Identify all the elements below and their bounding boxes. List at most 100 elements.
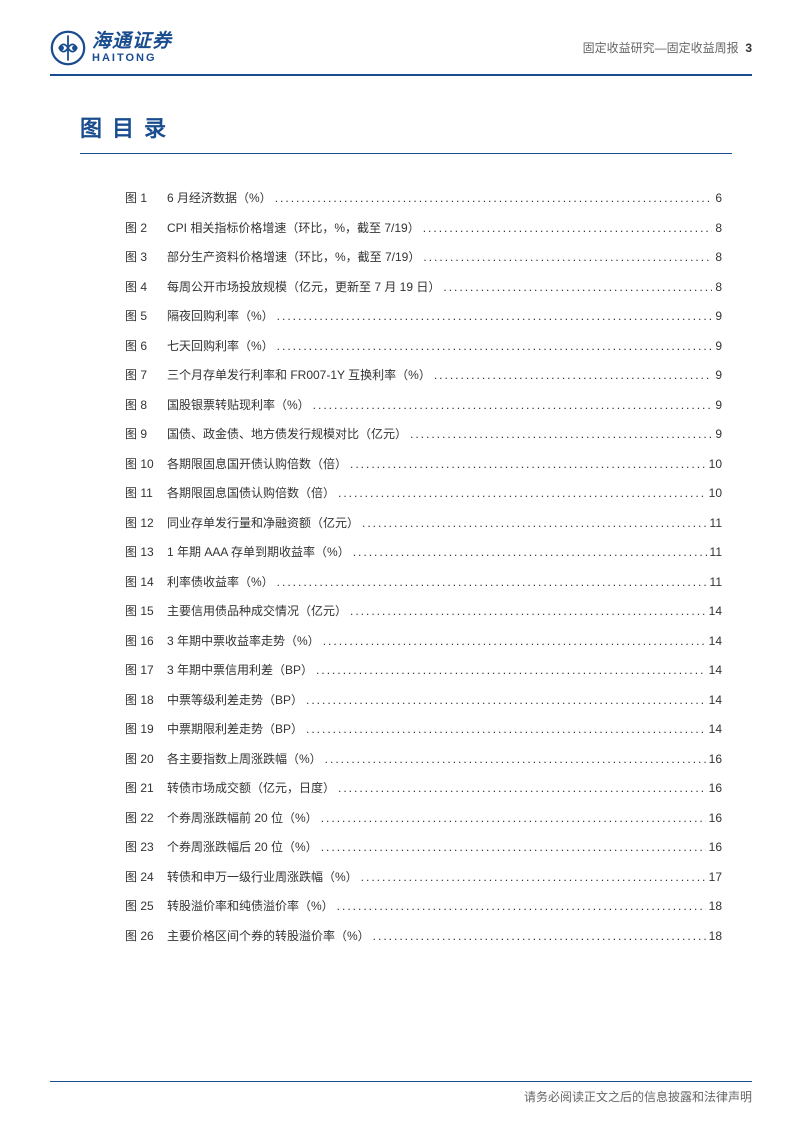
company-logo-icon: [50, 30, 86, 66]
toc-item-page: 11: [707, 516, 722, 530]
toc-item-label: 图 2: [125, 219, 167, 236]
toc-item-page: 10: [706, 457, 722, 471]
logo-text: 海通证券 HAITONG: [92, 32, 172, 65]
toc-item-dots: ........................................…: [303, 722, 706, 736]
toc-item-page: 17: [706, 870, 722, 884]
toc-item-title: 各期限固息国开债认购倍数（倍）: [167, 455, 347, 472]
toc-item: 图 5隔夜回购利率（%）............................…: [125, 307, 722, 324]
toc-item-title: 个券周涨跌幅前 20 位（%）: [167, 809, 318, 826]
toc-item-dots: ........................................…: [318, 840, 706, 854]
toc-item-title: 隔夜回购利率（%）: [167, 307, 274, 324]
toc-item: 图 173 年期中票信用利差（BP）......................…: [125, 661, 722, 678]
toc-item: 图 6七天回购利率（%）............................…: [125, 337, 722, 354]
toc-item: 图 10各期限固息国开债认购倍数（倍）.....................…: [125, 455, 722, 472]
toc-item-dots: ........................................…: [334, 899, 706, 913]
toc-item-label: 图 5: [125, 307, 167, 324]
toc-item-title: 主要信用债品种成交情况（亿元）: [167, 602, 347, 619]
toc-item-dots: ........................................…: [407, 427, 712, 441]
toc-item: 图 2CPI 相关指标价格增速（环比，%，截至 7/19）...........…: [125, 219, 722, 236]
toc-item-label: 图 15: [125, 602, 167, 619]
toc-item-label: 图 13: [125, 543, 167, 560]
page-number: 3: [745, 41, 752, 55]
toc-item-title: 3 年期中票信用利差（BP）: [167, 661, 313, 678]
toc-item: 图 21转债市场成交额（亿元，日度）......................…: [125, 779, 722, 796]
toc-item: 图 4每周公开市场投放规模（亿元，更新至 7 月 19 日）..........…: [125, 278, 722, 295]
toc-item-page: 14: [706, 663, 722, 677]
toc-item-title: CPI 相关指标价格增速（环比，%，截至 7/19）: [167, 219, 420, 236]
page-header: 海通证券 HAITONG 固定收益研究—固定收益周报 3: [50, 30, 752, 76]
toc-item-dots: ........................................…: [310, 398, 713, 412]
toc-item-dots: ........................................…: [322, 752, 706, 766]
toc-item: 图 19中票期限利差走势（BP）........................…: [125, 720, 722, 737]
toc-item-label: 图 25: [125, 897, 167, 914]
toc-item-page: 16: [706, 840, 722, 854]
toc-item-page: 9: [712, 398, 722, 412]
toc-item-dots: ........................................…: [347, 604, 706, 618]
section-title: 图目录: [80, 111, 732, 154]
logo-cn-text: 海通证券: [92, 32, 172, 53]
toc-item-title: 中票期限利差走势（BP）: [167, 720, 303, 737]
toc-item: 图 3部分生产资料价格增速（环比，%，截至 7/19）.............…: [125, 248, 722, 265]
toc-item-title: 转债市场成交额（亿元，日度）: [167, 779, 335, 796]
toc-item-dots: ........................................…: [350, 545, 707, 559]
toc-item-title: 3 年期中票收益率走势（%）: [167, 632, 320, 649]
toc-item-page: 9: [712, 368, 722, 382]
toc-item: 图 15主要信用债品种成交情况（亿元）.....................…: [125, 602, 722, 619]
toc-item-title: 各主要指数上周涨跌幅（%）: [167, 750, 322, 767]
toc-item-title: 6 月经济数据（%）: [167, 189, 272, 206]
toc-item-page: 8: [712, 221, 722, 235]
toc-item-page: 14: [706, 634, 722, 648]
toc-item-dots: ........................................…: [420, 250, 712, 264]
toc-item-page: 16: [706, 752, 722, 766]
toc-item-page: 14: [706, 722, 722, 736]
toc-item-title: 三个月存单发行利率和 FR007-1Y 互换利率（%）: [167, 366, 431, 383]
toc-item-title: 主要价格区间个券的转股溢价率（%）: [167, 927, 370, 944]
toc-item-label: 图 4: [125, 278, 167, 295]
toc-item: 图 131 年期 AAA 存单到期收益率（%）.................…: [125, 543, 722, 560]
toc-item: 图 22个券周涨跌幅前 20 位（%）.....................…: [125, 809, 722, 826]
toc-item-page: 9: [712, 339, 722, 353]
page-footer: 请务必阅读正文之后的信息披露和法律声明: [50, 1081, 752, 1105]
toc-item-page: 9: [712, 427, 722, 441]
toc-item-title: 个券周涨跌幅后 20 位（%）: [167, 838, 318, 855]
toc-item-dots: ........................................…: [431, 368, 712, 382]
toc-item-dots: ........................................…: [318, 811, 706, 825]
toc-item-dots: ........................................…: [420, 221, 713, 235]
logo-area: 海通证券 HAITONG: [50, 30, 172, 66]
toc-list: 图 16 月经济数据（%）...........................…: [125, 189, 722, 944]
toc-item-dots: ........................................…: [370, 929, 706, 943]
toc-item: 图 8国股银票转贴现利率（%）.........................…: [125, 396, 722, 413]
toc-item: 图 11各期限固息国债认购倍数（倍）......................…: [125, 484, 722, 501]
toc-item-page: 11: [707, 545, 722, 559]
toc-item-label: 图 22: [125, 809, 167, 826]
toc-item-label: 图 12: [125, 514, 167, 531]
toc-item-page: 18: [706, 929, 722, 943]
toc-item-title: 转股溢价率和纯债溢价率（%）: [167, 897, 334, 914]
toc-item-label: 图 7: [125, 366, 167, 383]
toc-item-page: 10: [706, 486, 722, 500]
footer-text: 请务必阅读正文之后的信息披露和法律声明: [524, 1090, 752, 1104]
toc-item-label: 图 3: [125, 248, 167, 265]
toc-item: 图 23个券周涨跌幅后 20 位（%）.....................…: [125, 838, 722, 855]
toc-item-dots: ........................................…: [347, 457, 706, 471]
toc-item: 图 20各主要指数上周涨跌幅（%）.......................…: [125, 750, 722, 767]
toc-item-dots: ........................................…: [359, 516, 707, 530]
toc-item-label: 图 11: [125, 484, 167, 501]
toc-item: 图 24转债和申万一级行业周涨跌幅（%）....................…: [125, 868, 722, 885]
toc-item-title: 七天回购利率（%）: [167, 337, 274, 354]
toc-item-title: 各期限固息国债认购倍数（倍）: [167, 484, 335, 501]
toc-item-label: 图 9: [125, 425, 167, 442]
toc-item-label: 图 20: [125, 750, 167, 767]
toc-item-label: 图 17: [125, 661, 167, 678]
toc-item-label: 图 8: [125, 396, 167, 413]
toc-item-dots: ........................................…: [335, 486, 706, 500]
toc-item-title: 国股银票转贴现利率（%）: [167, 396, 310, 413]
toc-item-page: 8: [712, 280, 722, 294]
toc-item: 图 7三个月存单发行利率和 FR007-1Y 互换利率（%）..........…: [125, 366, 722, 383]
toc-item-page: 11: [707, 575, 722, 589]
toc-item-dots: ........................................…: [358, 870, 706, 884]
toc-item-page: 9: [712, 309, 722, 323]
toc-item-title: 部分生产资料价格增速（环比，%，截至 7/19）: [167, 248, 420, 265]
toc-item: 图 25转股溢价率和纯债溢价率（%）......................…: [125, 897, 722, 914]
toc-item-page: 14: [706, 604, 722, 618]
